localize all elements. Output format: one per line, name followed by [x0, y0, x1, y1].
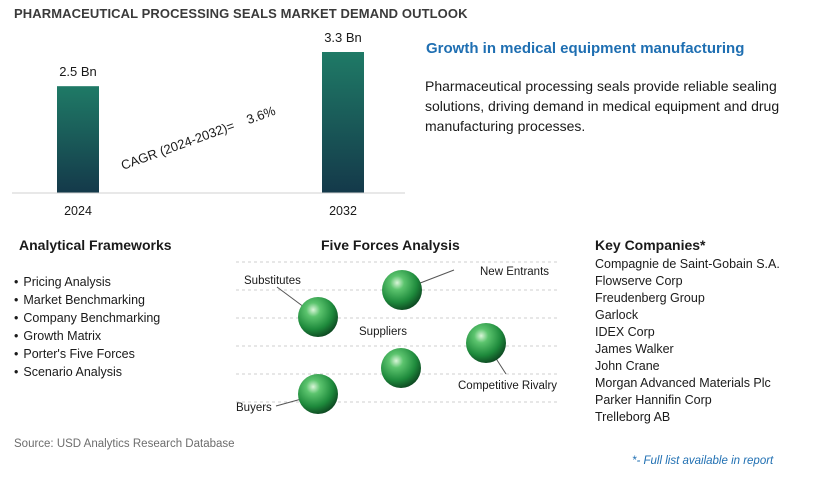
- bar-value-label: 3.3 Bn: [324, 30, 362, 45]
- list-item: Garlock: [595, 308, 639, 322]
- list-item: Company Benchmarking: [14, 309, 160, 327]
- x-tick-label: 2032: [329, 204, 357, 218]
- bar-2024: [57, 86, 99, 193]
- list-item: John Crane: [595, 359, 660, 373]
- label-new-entrants: New Entrants: [480, 266, 549, 278]
- connector-lines: [275, 269, 507, 407]
- bar-value-label: 2.5 Bn: [59, 64, 97, 79]
- label-substitutes: Substitutes: [244, 275, 301, 287]
- label-suppliers: Suppliers: [359, 326, 407, 338]
- headline: Growth in medical equipment manufacturin…: [426, 40, 745, 57]
- list-item: Freudenberg Group: [595, 291, 705, 305]
- cagr-annotation: CAGR (2024-2032)= 3.6%: [119, 103, 278, 173]
- page-title: PHARMACEUTICAL PROCESSING SEALS MARKET D…: [14, 6, 468, 21]
- source-note: Source: USD Analytics Research Database: [14, 438, 235, 450]
- list-item: James Walker: [595, 342, 674, 356]
- frameworks-title: Analytical Frameworks: [19, 237, 172, 253]
- list-item: Parker Hannifin Corp: [595, 393, 712, 407]
- sphere-competitive-rivalry: [466, 323, 506, 363]
- description: Pharmaceutical processing seals provide …: [425, 78, 780, 134]
- bar-chart: 2.5 Bn 2024 3.3 Bn 2032 CAGR (2024-2032)= 3.…: [12, 30, 405, 218]
- sphere-suppliers: [381, 348, 421, 388]
- label-buyers: Buyers: [236, 402, 272, 414]
- companies-title: Key Companies*: [595, 237, 706, 253]
- label-competitive-rivalry: Competitive Rivalry: [458, 380, 557, 392]
- sphere-buyers: [298, 374, 338, 414]
- list-item: IDEX Corp: [595, 325, 655, 339]
- list-item: Pricing Analysis: [14, 273, 160, 291]
- guide-lines: [236, 261, 560, 403]
- cagr-value: 3.6%: [244, 103, 277, 127]
- list-item: Trelleborg AB: [595, 410, 671, 424]
- list-item: Compagnie de Saint-Gobain S.A.: [595, 257, 780, 271]
- sphere-substitutes: [298, 297, 338, 337]
- bar-2032: [322, 52, 364, 193]
- sphere-new-entrants: [382, 270, 422, 310]
- companies-list: Compagnie de Saint-Gobain S.A. Flowserve…: [595, 256, 780, 426]
- cagr-label: CAGR (2024-2032)=: [119, 118, 237, 173]
- x-tick-label: 2024: [64, 204, 92, 218]
- list-item: Growth Matrix: [14, 327, 160, 345]
- list-item: Morgan Advanced Materials Plc: [595, 376, 771, 390]
- list-item: Scenario Analysis: [14, 363, 160, 381]
- five-forces-title: Five Forces Analysis: [321, 237, 460, 253]
- frameworks-list: Pricing Analysis Market Benchmarking Com…: [14, 273, 160, 381]
- list-item: Flowserve Corp: [595, 274, 683, 288]
- footnote: *- Full list available in report: [632, 455, 774, 467]
- list-item: Porter's Five Forces: [14, 345, 160, 363]
- list-item: Market Benchmarking: [14, 291, 160, 309]
